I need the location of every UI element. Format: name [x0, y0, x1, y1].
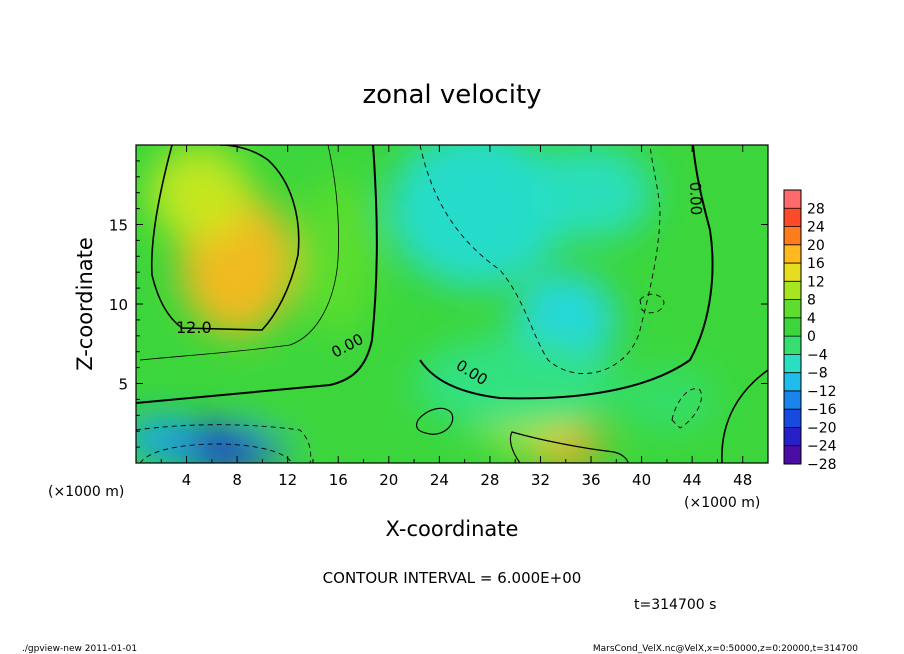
colorbar-segment-9: [784, 354, 801, 374]
contour-label-zero-c: 0.00: [686, 182, 705, 216]
heatmap-field: [136, 145, 718, 463]
contour-zero-bottom: [419, 145, 714, 400]
plot-area: 12.0 0.00 0.00 0.00: [136, 145, 768, 463]
colorbar-label-5: 8: [807, 293, 816, 309]
x-tick-label-5: 24: [430, 471, 449, 489]
colorbar-segment-11: [784, 390, 801, 410]
time-text: t=314700 s: [634, 597, 716, 613]
colorbar-label-9: −8: [807, 366, 828, 382]
colorbar-label-12: −20: [807, 420, 837, 436]
colorbar-segment-7: [784, 317, 801, 337]
colorbar-label-14: −28: [807, 457, 837, 473]
x-tick-label-4: 20: [379, 471, 398, 489]
heat-feature-9: [414, 335, 617, 432]
x-tick-label-1: 8: [232, 471, 242, 489]
y-axis: 5 10 15: [109, 160, 768, 448]
x-tick-label-2: 12: [278, 471, 297, 489]
colorbar-segment-10: [784, 372, 801, 392]
contour-six: [139, 145, 339, 361]
x-tick-label-11: 48: [733, 471, 752, 489]
y-unit-label: (×1000 m): [48, 484, 124, 500]
x-axis: 4 8 12 16 20 24 28 32 36 40 44 48: [160, 145, 752, 489]
heat-feature-3: [136, 415, 200, 463]
heat-feature-10: [616, 367, 718, 432]
colorbar-segment-0: [784, 190, 801, 209]
colorbar-segment-14: [784, 445, 801, 465]
chart-title: zonal velocity: [362, 80, 541, 110]
contour-label-12: 12.0: [176, 318, 212, 337]
footer-left: ./gpview-new 2011-01-01: [22, 644, 137, 654]
x-tick-label-10: 44: [683, 471, 702, 489]
colorbar-label-3: 16: [807, 256, 825, 272]
x-tick-label-7: 32: [531, 471, 550, 489]
colorbar-segment-6: [784, 299, 801, 319]
y-tick-label-1: 10: [109, 296, 128, 314]
y-axis-label: Z-coordinate: [73, 237, 97, 371]
colorbar-segment-13: [784, 427, 801, 447]
colorbar-label-7: 0: [807, 329, 816, 345]
contour-neg-twelve: [139, 443, 293, 463]
contour-zero-right: [721, 369, 768, 463]
colorbar-segment-4: [784, 263, 801, 282]
y-tick-label-0: 5: [118, 376, 128, 394]
colorbar-label-10: −12: [807, 384, 837, 400]
contour-interval-text: CONTOUR INTERVAL = 6.000E+00: [323, 569, 582, 587]
colorbar-label-1: 24: [807, 220, 825, 236]
colorbar-segment-5: [784, 281, 801, 301]
colorbar-label-11: −16: [807, 402, 837, 418]
colorbar-segment-3: [784, 244, 801, 264]
heat-feature-8: [527, 145, 655, 241]
heat-feature-6: [388, 145, 566, 289]
x-unit-label: (×1000 m): [684, 495, 760, 511]
contour-neg-six: [419, 145, 661, 375]
heat-feature-12: [237, 383, 389, 448]
x-tick-label-8: 36: [581, 471, 600, 489]
contour-six-small: [415, 407, 454, 435]
contour-lines: [136, 145, 768, 463]
colorbar-segment-1: [784, 208, 801, 228]
x-axis-label: X-coordinate: [386, 517, 519, 541]
colorbar-label-2: 20: [807, 238, 825, 254]
colorbar-label-8: −4: [807, 347, 828, 363]
colorbar: 28 24 20 16 12 8 4 0 −4 −8 −12 −16 −20 −24 −28: [783, 189, 837, 473]
contour-neg-right: [671, 388, 702, 429]
contour-zero-left: [136, 145, 378, 404]
x-tick-label-6: 28: [480, 471, 499, 489]
x-tick-label-0: 4: [182, 471, 192, 489]
footer-right: MarsCond_VelX.nc@VelX,x=0:50000,z=0:2000…: [593, 644, 858, 654]
colorbar-label-0: 28: [807, 201, 825, 217]
colorbar-segment-8: [784, 336, 801, 355]
colorbar-label-6: 4: [807, 311, 816, 327]
y-tick-label-2: 15: [109, 217, 128, 235]
colorbar-label-4: 12: [807, 274, 825, 290]
contour-twelve: [150, 145, 300, 331]
x-tick-label-3: 16: [329, 471, 348, 489]
x-tick-label-9: 40: [632, 471, 651, 489]
heat-feature-1: [148, 145, 250, 241]
colorbar-segment-2: [784, 226, 801, 246]
contour-neg-small: [639, 293, 665, 314]
contour-six-bottom: [509, 431, 629, 463]
colorbar-label-13: −24: [807, 439, 837, 455]
colorbar-segment-12: [784, 409, 801, 428]
